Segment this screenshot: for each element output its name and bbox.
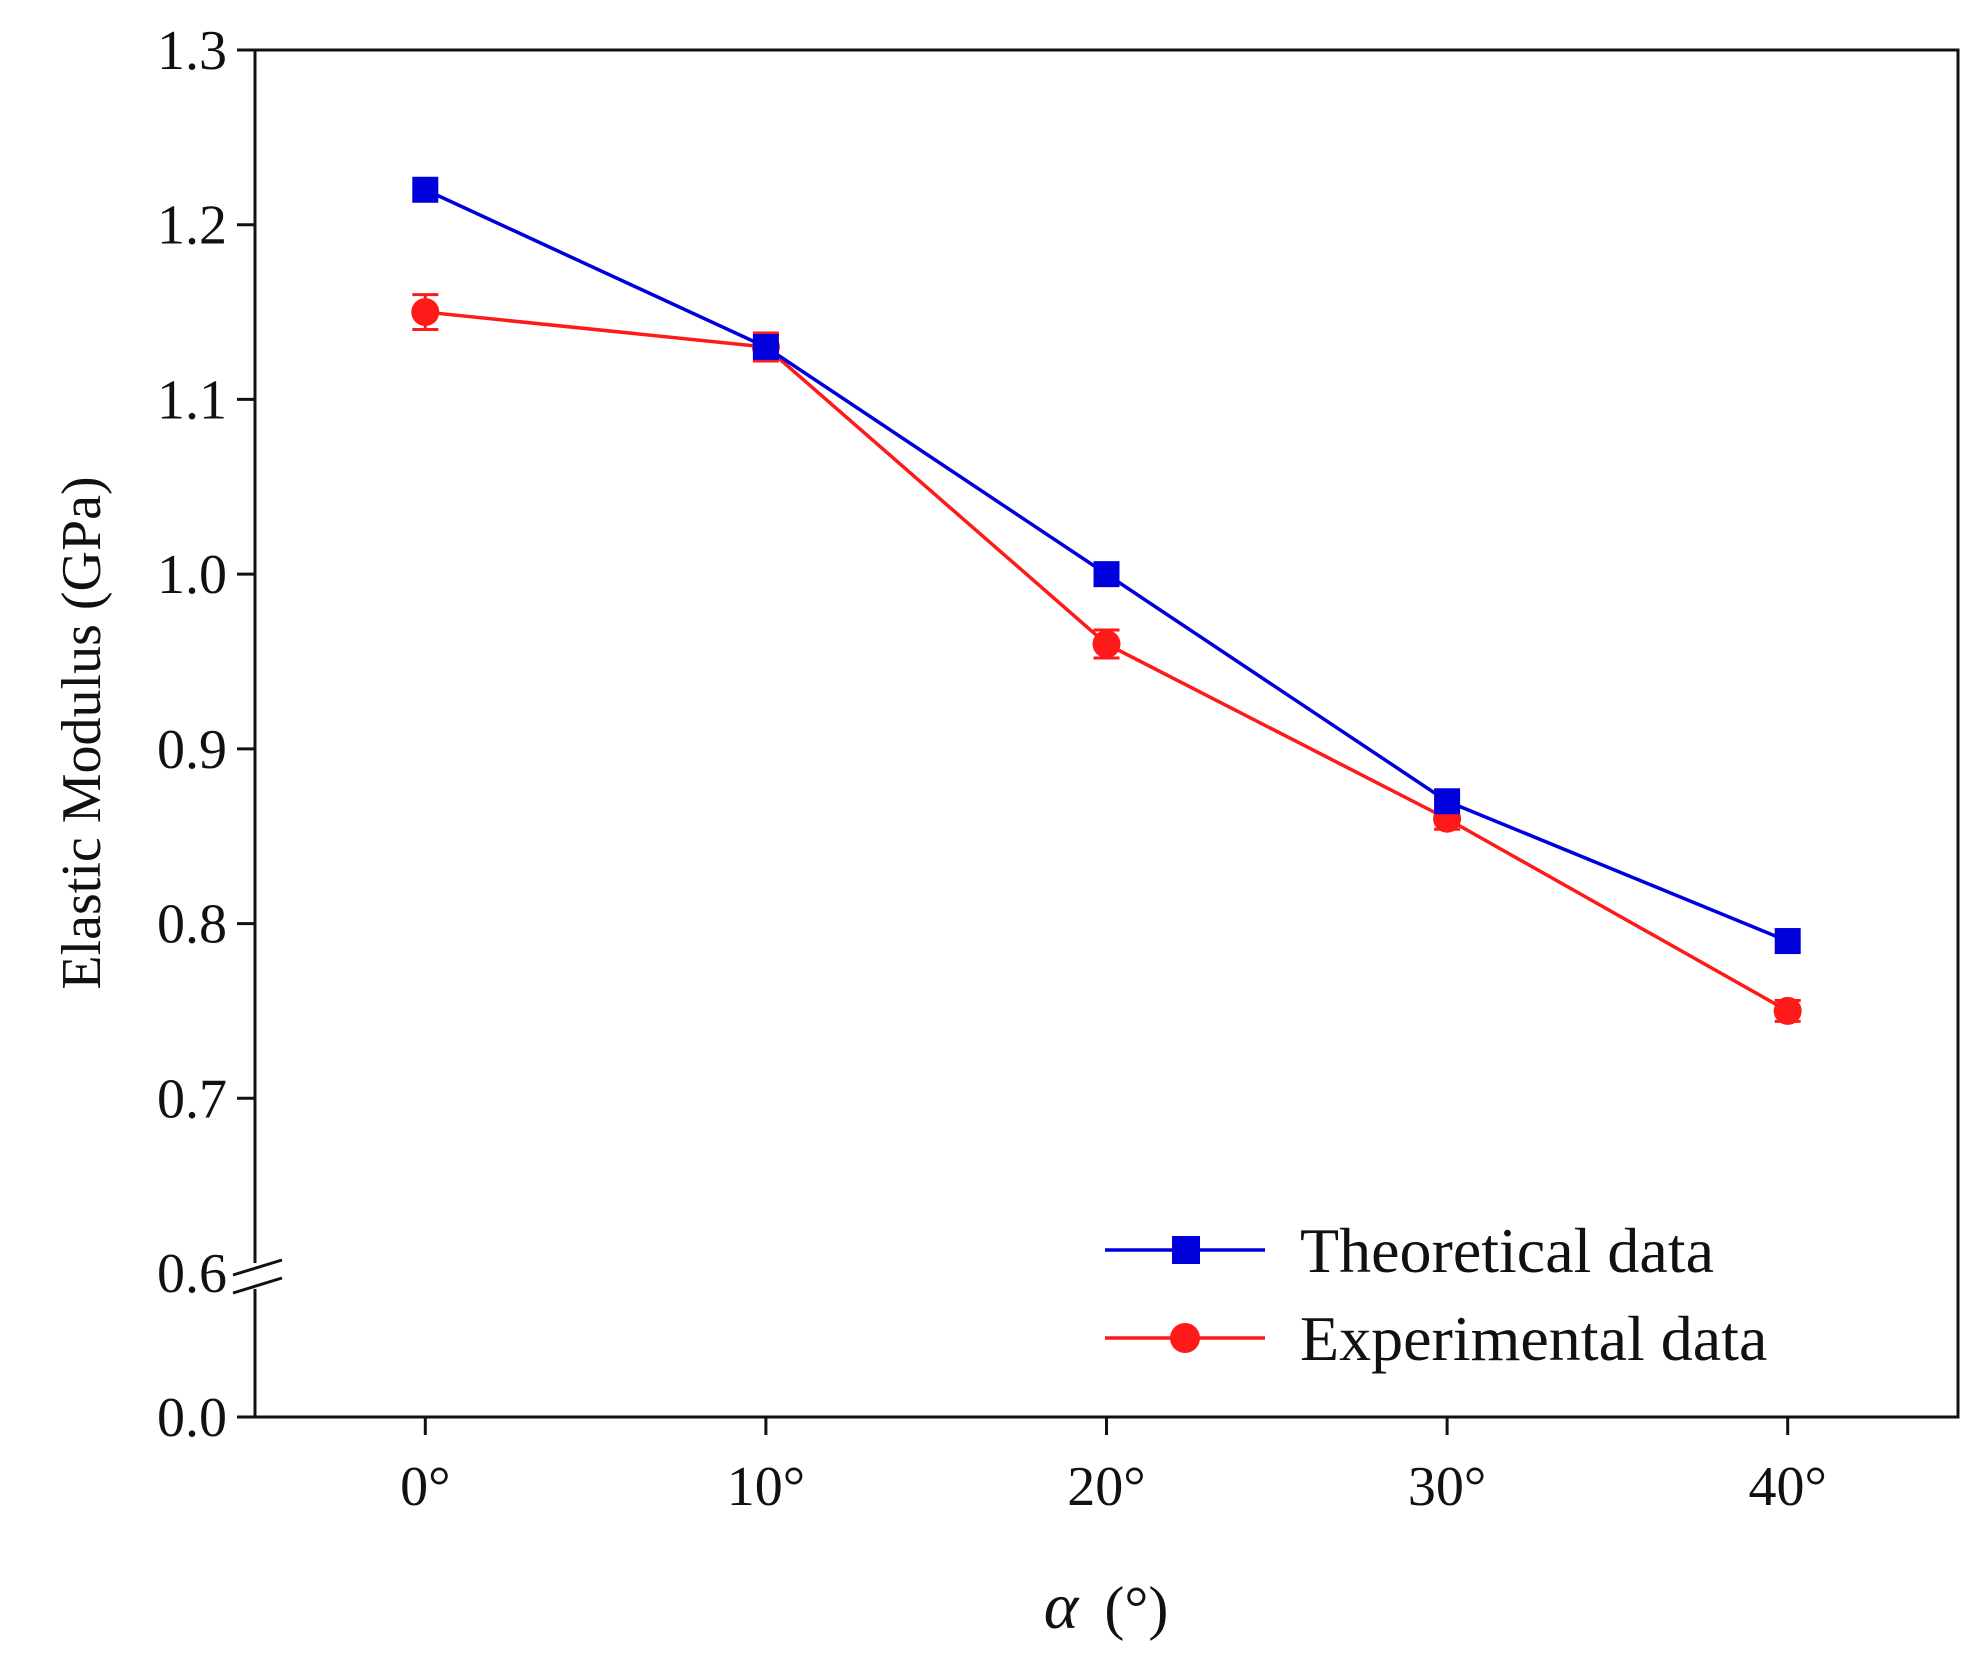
y-axis: 1.3 1.2 1.1 1.0 0.9 0.8 0.7 0.6 0.0 [157, 20, 255, 1449]
x-tick-label: 10° [727, 1456, 805, 1518]
data-point-circle [411, 298, 440, 327]
plot-frame [253, 48, 1960, 1419]
series-layer [411, 176, 1802, 1025]
y-tick-label: 0.6 [157, 1243, 227, 1305]
legend-item-theoretical: Theoretical data [1105, 1215, 1714, 1286]
y-tick-label: 1.2 [157, 195, 227, 257]
data-point-square [1434, 788, 1461, 815]
y-tick-label: 0.7 [157, 1068, 227, 1130]
series-line [425, 310, 1789, 1013]
series-experimental [411, 293, 1802, 1025]
data-point-square [1093, 561, 1120, 588]
x-tick-label: 30° [1408, 1456, 1486, 1518]
legend-label: Theoretical data [1300, 1215, 1714, 1286]
x-axis-title: α (°) [1044, 1570, 1169, 1643]
y-tick-label: 1.1 [157, 369, 227, 431]
y-tick-label: 0.9 [157, 719, 227, 781]
data-point-square [1774, 928, 1801, 955]
legend-marker-circle [1170, 1323, 1200, 1353]
legend-label: Experimental data [1300, 1303, 1767, 1374]
series-theoretical [412, 176, 1801, 955]
y-tick-label: 0.8 [157, 894, 227, 956]
legend-marker-square [1172, 1236, 1200, 1264]
x-tick-label: 40° [1748, 1456, 1826, 1518]
legend-item-experimental: Experimental data [1105, 1303, 1767, 1374]
y-tick-label: 1.3 [157, 20, 227, 82]
x-axis-title-symbol: α [1044, 1570, 1080, 1643]
x-tick-label: 20° [1067, 1456, 1145, 1518]
y-tick-label: 1.0 [157, 544, 227, 606]
x-axis: 0° 10° 20° 30° 40° [400, 1417, 1827, 1518]
data-point-square [752, 334, 779, 361]
y-axis-title: Elastic Modulus (GPa) [51, 476, 113, 989]
legend: Theoretical data Experimental data [1105, 1215, 1767, 1374]
x-tick-label: 0° [400, 1456, 450, 1518]
data-point-circle [1773, 996, 1802, 1025]
axis-break-mark [230, 1258, 290, 1295]
data-point-square [412, 176, 439, 203]
x-axis-title-unit: (°) [1104, 1575, 1168, 1641]
y-tick-label: 0.0 [157, 1387, 227, 1449]
data-point-circle [1092, 630, 1121, 659]
